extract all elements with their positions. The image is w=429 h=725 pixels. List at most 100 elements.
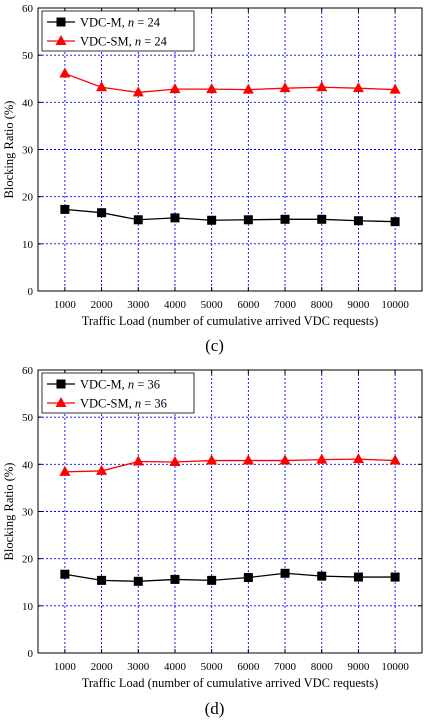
legend-box [41, 372, 195, 414]
data-point [132, 455, 144, 466]
y-tick-label: 40 [22, 97, 34, 109]
data-point [59, 67, 71, 78]
data-point [352, 453, 364, 464]
grid [38, 8, 422, 291]
x-tick-label: 10000 [381, 661, 409, 673]
y-tick-label: 0 [28, 648, 34, 660]
y-axis-title: Blocking Ratio (%) [2, 463, 16, 561]
data-point [207, 215, 217, 225]
y-axis-title: Blocking Ratio (%) [2, 101, 16, 199]
data-point [317, 571, 327, 581]
data-point [97, 208, 107, 218]
legend-marker [56, 379, 66, 389]
data-point [132, 86, 144, 97]
data-point [169, 455, 181, 466]
data-point [170, 213, 180, 223]
y-tick-label: 20 [22, 554, 34, 566]
line-chart-c: 1000 2000 3000 4000 5000 6000 7000 8000 9000 1000… [2, 3, 423, 328]
x-tick-label: 4000 [164, 661, 187, 673]
x-tick-label: 7000 [274, 299, 297, 311]
x-tick-label: 9000 [347, 661, 370, 673]
data-point [389, 454, 401, 465]
series-vdc-m [60, 204, 400, 227]
data-point [279, 454, 291, 465]
legend: VDC-M, n = 36 VDC-SM, n = 36 [41, 372, 195, 414]
line-chart-d: 1000 2000 3000 4000 5000 6000 7000 8000 9000 1000… [2, 365, 423, 690]
data-point [317, 214, 327, 224]
x-tick-label: 6000 [237, 299, 260, 311]
legend-label: VDC-SM, n = 36 [80, 397, 167, 411]
legend-box [41, 10, 195, 52]
x-tick-label: 4000 [164, 299, 187, 311]
y-tick-label: 30 [22, 507, 34, 519]
y-tick-label: 10 [22, 239, 34, 251]
x-tick-label: 1000 [54, 661, 77, 673]
x-tick-label: 3000 [127, 661, 150, 673]
x-tick-label: 7000 [274, 661, 297, 673]
data-point [133, 215, 143, 225]
data-point [96, 464, 108, 475]
y-tick-label: 40 [22, 459, 34, 471]
data-point [206, 454, 218, 465]
x-tick-label: 3000 [127, 299, 150, 311]
x-tick-label: 5000 [201, 299, 224, 311]
data-point [243, 573, 253, 583]
x-tick-label: 8000 [311, 661, 334, 673]
axes: 1000 2000 3000 4000 5000 6000 7000 8000 9000 1000… [22, 365, 422, 673]
panel-caption-d: (d) [204, 699, 225, 718]
data-point [280, 568, 290, 578]
y-tick-label: 30 [22, 145, 34, 157]
data-point [390, 572, 400, 582]
y-tick-label: 10 [22, 601, 34, 613]
x-tick-label: 9000 [347, 299, 370, 311]
legend-marker [55, 35, 67, 45]
data-point [316, 453, 328, 464]
panel-caption-c: (c) [205, 336, 224, 355]
data-point [169, 83, 181, 94]
x-tick-label: 2000 [91, 299, 114, 311]
x-axis-title: Traffic Load (number of cumulative arriv… [82, 314, 379, 328]
legend-label: VDC-SM, n = 24 [80, 35, 168, 49]
grid [38, 370, 422, 653]
data-point [60, 569, 70, 579]
data-point [389, 83, 401, 94]
data-point [170, 574, 180, 584]
data-point [316, 81, 328, 92]
axes: 1000 2000 3000 4000 5000 6000 7000 8000 9000 1000… [22, 3, 422, 311]
x-tick-label: 8000 [311, 299, 334, 311]
y-tick-label: 20 [22, 192, 34, 204]
x-tick-label: 2000 [91, 661, 114, 673]
x-tick-label: 1000 [54, 299, 77, 311]
series-vdc-m [60, 568, 400, 586]
series-line [64, 72, 396, 94]
data-point [352, 82, 364, 93]
series-line [64, 208, 396, 223]
x-tick-label: 10000 [381, 299, 409, 311]
legend-label: VDC-M, n = 36 [80, 378, 160, 392]
data-point [279, 82, 291, 93]
data-point [59, 465, 71, 476]
series-vdc-sm [59, 453, 401, 476]
data-point [242, 454, 254, 465]
series-line [64, 572, 396, 582]
y-tick-label: 50 [22, 412, 34, 424]
legend: VDC-M, n = 24 VDC-SM, n = 24 [41, 10, 195, 52]
data-point [96, 81, 108, 92]
x-tick-label: 5000 [201, 661, 224, 673]
x-tick-label: 6000 [237, 661, 260, 673]
y-tick-label: 0 [28, 286, 34, 298]
y-tick-label: 60 [22, 365, 34, 377]
data-point [97, 575, 107, 585]
data-point [242, 83, 254, 94]
data-point [207, 575, 217, 585]
data-point [280, 214, 290, 224]
data-point [353, 572, 363, 582]
legend-marker [56, 17, 66, 27]
data-point [243, 215, 253, 225]
data-point [353, 216, 363, 226]
data-point [390, 217, 400, 227]
series-vdc-sm [59, 67, 401, 97]
data-point [206, 83, 218, 94]
legend-marker [55, 397, 67, 407]
legend-label: VDC-M, n = 24 [80, 16, 161, 30]
